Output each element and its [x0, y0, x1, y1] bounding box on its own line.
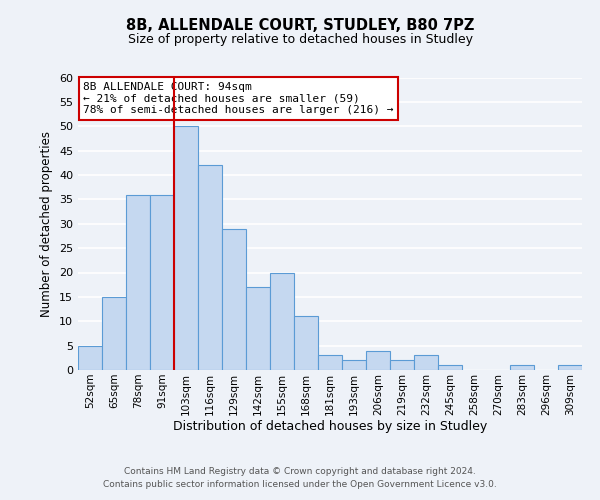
Bar [318, 356, 342, 370]
Bar [78, 346, 102, 370]
Bar [510, 365, 534, 370]
Bar [246, 287, 270, 370]
Text: Contains HM Land Registry data © Crown copyright and database right 2024.: Contains HM Land Registry data © Crown c… [124, 467, 476, 476]
Bar [102, 297, 126, 370]
Bar [438, 365, 462, 370]
Text: Contains public sector information licensed under the Open Government Licence v3: Contains public sector information licen… [103, 480, 497, 489]
Bar [150, 194, 174, 370]
Bar [390, 360, 414, 370]
Bar [174, 126, 198, 370]
Bar [294, 316, 318, 370]
Bar [342, 360, 366, 370]
Text: Size of property relative to detached houses in Studley: Size of property relative to detached ho… [128, 32, 473, 46]
Bar [414, 356, 438, 370]
Bar [270, 272, 294, 370]
Bar [126, 194, 150, 370]
Text: 8B, ALLENDALE COURT, STUDLEY, B80 7PZ: 8B, ALLENDALE COURT, STUDLEY, B80 7PZ [126, 18, 474, 32]
Bar [366, 350, 390, 370]
Y-axis label: Number of detached properties: Number of detached properties [40, 130, 53, 317]
Text: 8B ALLENDALE COURT: 94sqm
← 21% of detached houses are smaller (59)
78% of semi-: 8B ALLENDALE COURT: 94sqm ← 21% of detac… [83, 82, 394, 115]
Bar [222, 228, 246, 370]
Bar [558, 365, 582, 370]
Bar [198, 165, 222, 370]
X-axis label: Distribution of detached houses by size in Studley: Distribution of detached houses by size … [173, 420, 487, 434]
